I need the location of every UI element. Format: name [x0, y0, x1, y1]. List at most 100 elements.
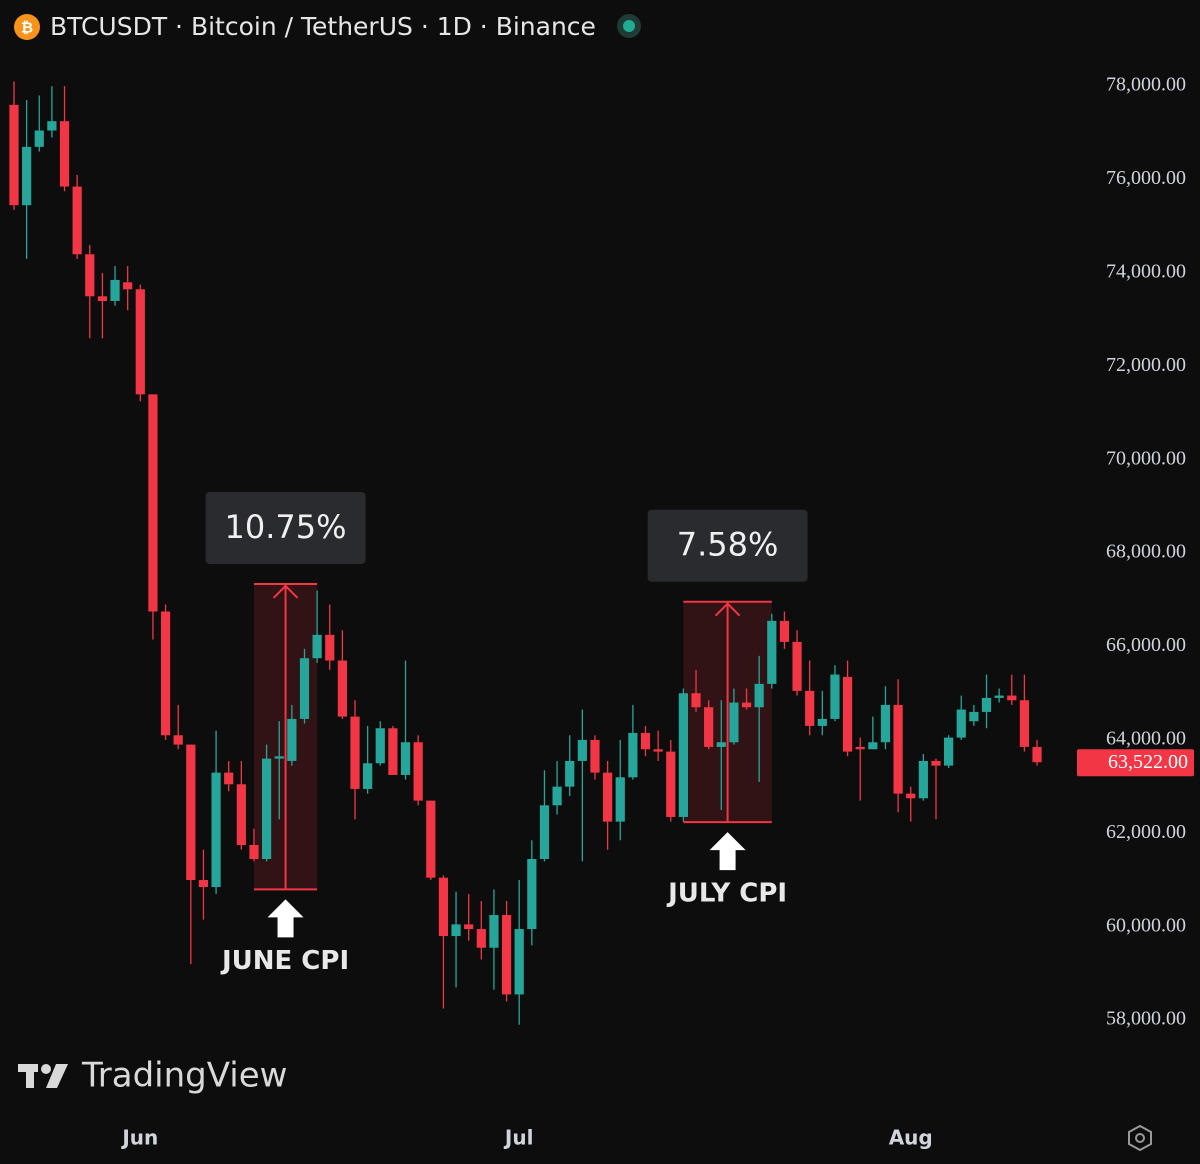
- candle-body: [173, 735, 183, 745]
- candle-body: [628, 732, 638, 778]
- candle-body: [1007, 695, 1017, 701]
- candle-body: [34, 130, 44, 147]
- settings-hex[interactable]: [1128, 1124, 1152, 1152]
- candle-body: [880, 704, 891, 743]
- candle-body: [47, 121, 57, 131]
- candle-body: [603, 772, 613, 822]
- brand-text: TradingView: [81, 1056, 287, 1096]
- y-tick-label: 68,000.00: [1106, 541, 1186, 563]
- y-tick-label: 74,000.00: [1106, 261, 1186, 283]
- candle-body: [792, 641, 802, 691]
- candle-body: [893, 704, 903, 794]
- candle-body: [375, 728, 385, 764]
- logo-part: [41, 1064, 51, 1074]
- candle-body: [678, 693, 688, 817]
- candle-body: [767, 620, 777, 684]
- candle-body: [337, 660, 347, 717]
- candle-body: [363, 763, 373, 789]
- logo: [18, 1064, 68, 1088]
- candle-body: [85, 254, 95, 297]
- candle-body: [1019, 700, 1029, 747]
- candle-body: [236, 784, 246, 845]
- candle-body: [160, 611, 171, 736]
- x-tick-label: Aug: [889, 1126, 933, 1150]
- candle-body: [779, 620, 790, 642]
- candle-body: [565, 760, 575, 787]
- candle-body: [426, 800, 436, 878]
- candle-body: [704, 707, 714, 747]
- y-tick-label: 60,000.00: [1106, 914, 1186, 936]
- candle-body: [590, 739, 600, 773]
- candle-body: [287, 718, 297, 761]
- candle-body: [224, 772, 234, 785]
- candle-body: [22, 146, 32, 206]
- candle-body: [918, 760, 928, 799]
- settings-icon[interactable]: [1128, 1124, 1152, 1152]
- candle-body: [868, 742, 878, 750]
- candle-body: [59, 121, 70, 187]
- measure-label-box: [647, 509, 808, 582]
- candle-body: [325, 634, 335, 661]
- candle-body: [906, 793, 916, 799]
- candle-body: [501, 915, 512, 995]
- caption-arrow: [709, 832, 746, 871]
- candle-body: [388, 728, 398, 775]
- logo-part: [26, 1064, 34, 1088]
- candle-body: [577, 739, 587, 761]
- y-tick-label: 66,000.00: [1106, 634, 1186, 656]
- caption: JULY CPI: [666, 879, 787, 909]
- measure-label-box: [205, 491, 366, 564]
- candle-body: [110, 279, 120, 301]
- candle-body: [464, 924, 474, 930]
- candle-body: [539, 805, 550, 860]
- settings-center[interactable]: [1135, 1133, 1145, 1143]
- candle-body: [451, 924, 461, 937]
- candle-body: [666, 751, 676, 817]
- measure-arrowhead: [714, 602, 741, 617]
- x-tick-label: Jun: [120, 1126, 158, 1150]
- measure-arrowhead: [272, 584, 299, 599]
- y-tick-label: 70,000.00: [1106, 447, 1186, 469]
- candle-body: [262, 758, 272, 860]
- coin-symbol: ₿: [21, 19, 33, 37]
- measure-label: 10.75%: [225, 508, 347, 546]
- candle-body: [211, 772, 221, 888]
- candle-body: [274, 756, 284, 759]
- caption: JUNE CPI: [220, 946, 349, 976]
- candle-body: [640, 732, 651, 750]
- candle-body: [653, 749, 663, 752]
- y-tick-label: 62,000.00: [1106, 821, 1186, 843]
- measure-label: 7.58%: [677, 526, 779, 564]
- candle-body: [9, 104, 19, 206]
- candle-body: [981, 697, 992, 712]
- candle-body: [754, 683, 764, 708]
- candle-body: [716, 742, 726, 747]
- candle-body: [198, 880, 209, 888]
- candle-body: [123, 282, 133, 290]
- candle-body: [413, 742, 423, 801]
- y-tick-label: 64,000.00: [1106, 728, 1186, 750]
- candle-body: [830, 674, 840, 719]
- chart-title: BTCUSDT · Bitcoin / TetherUS · 1D · Bina…: [50, 12, 596, 41]
- last-price-label: 63,522.00: [1108, 751, 1188, 773]
- candle-body: [931, 760, 941, 766]
- status-dot: [623, 20, 635, 32]
- candle-body: [489, 915, 499, 948]
- candle-body: [729, 702, 739, 743]
- x-tick-label: Jul: [503, 1126, 534, 1150]
- candle-body: [855, 746, 865, 750]
- candle-body: [805, 690, 815, 726]
- coin-icon: [14, 14, 40, 40]
- candle-body: [741, 702, 752, 708]
- candle-body: [97, 296, 108, 301]
- candle-body: [969, 711, 979, 722]
- candle-body: [1032, 746, 1042, 763]
- candle-body: [249, 844, 259, 860]
- candle-body: [615, 777, 625, 822]
- y-tick-label: 58,000.00: [1106, 1008, 1186, 1030]
- candle-body: [350, 716, 360, 789]
- y-tick-label: 76,000.00: [1106, 167, 1186, 189]
